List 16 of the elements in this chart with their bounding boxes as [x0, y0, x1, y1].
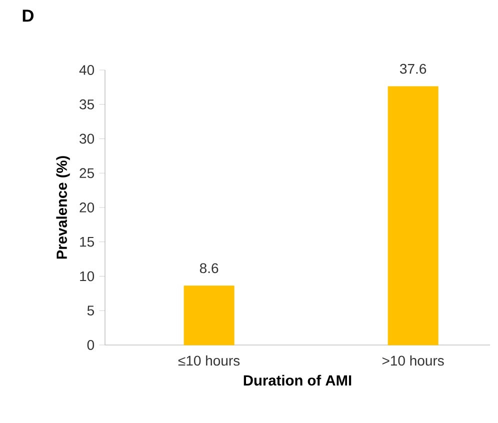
y-tick-label: 40	[79, 65, 94, 75]
data-label: 8.6	[200, 263, 218, 274]
y-tick-label: 20	[80, 202, 94, 212]
y-tick-label: 0	[87, 340, 94, 350]
x-tick-label: >10 hours	[382, 355, 444, 366]
y-axis-title: Prevalence (%)	[56, 156, 70, 259]
y-tick-label: 30	[80, 134, 94, 144]
y-tick-label: 35	[80, 99, 94, 110]
y-tick-label: 25	[80, 168, 94, 178]
y-tick-label: 10	[80, 271, 94, 282]
x-axis-title: Duration of AMI	[244, 374, 352, 386]
x-tick-label: ≤10 hours	[178, 355, 240, 366]
y-tick-label: 5	[87, 306, 94, 316]
y-tick-label: 15	[80, 236, 94, 247]
chart-title: D	[22, 10, 34, 22]
data-label: 37.6	[400, 64, 426, 74]
